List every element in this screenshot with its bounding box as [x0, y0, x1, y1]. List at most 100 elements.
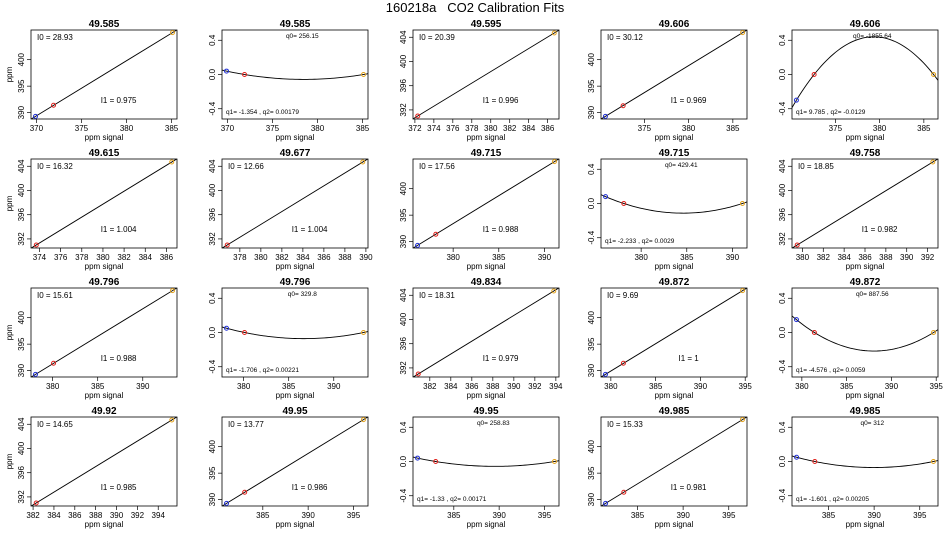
y-tick-label: 400: [208, 439, 217, 453]
y-tick-label: 390: [399, 234, 408, 248]
fit-annotation: I1 = 0.975: [101, 96, 137, 105]
x-tick-label: 384: [47, 511, 61, 520]
fit-annotation: I1 = 1: [678, 354, 699, 363]
data-point: [603, 194, 609, 200]
x-tick-label: 372: [408, 124, 422, 133]
panel-title: 49.606: [850, 19, 881, 30]
fit-annotation: I1 = 0.981: [671, 483, 707, 492]
y-tick-label: 0.0: [778, 68, 787, 80]
chart-panel-10: 49.758 380 382 384 386 388 390 392 392 396 400 404 p…: [778, 148, 939, 271]
y-tick-label: 395: [399, 208, 408, 222]
fit-annotation: q0= 887.56: [856, 291, 889, 298]
data-point: [433, 459, 439, 464]
data-point: [33, 371, 39, 377]
x-axis-label: ppm signal: [655, 391, 694, 400]
x-tick-label: 380: [237, 382, 251, 391]
fit-annotation: q0= 312: [860, 420, 884, 427]
fit-annotation: I0 = 13.77: [228, 420, 264, 429]
x-tick-label: 385: [822, 511, 836, 520]
x-tick-label: 385: [256, 511, 270, 520]
y-tick-label: 0.4: [208, 34, 217, 46]
x-tick-label: 384: [522, 124, 536, 133]
fit-annotation: I0 = 12.66: [228, 162, 264, 171]
fit-annotation: q1= -1.354 , q2= 0.00179: [226, 109, 299, 116]
x-tick-label: 380: [96, 253, 110, 262]
x-tick-label: 380: [795, 382, 809, 391]
fit-line: [31, 288, 177, 377]
panel-title: 49.95: [473, 406, 498, 417]
x-tick-label: 380: [254, 253, 268, 262]
y-tick-label: 396: [399, 336, 408, 350]
y-tick-label: 395: [587, 79, 596, 93]
x-tick-label: 395: [913, 511, 927, 520]
data-point: [33, 500, 39, 506]
panel-title: 49.872: [850, 277, 881, 288]
chart-panel-18: 49.95 385 390 395 -0.4 0.0 0.4 ppm signal q0= 25…: [399, 406, 560, 529]
panel-title: 49.796: [89, 277, 120, 288]
x-tick-label: 380: [604, 382, 618, 391]
fit-annotation: q1= -2.233 , q2= 0.0029: [605, 238, 675, 245]
fit-annotation: I1 = 1.004: [292, 225, 328, 234]
y-tick-label: 392: [399, 103, 408, 117]
y-tick-label: 396: [17, 207, 26, 221]
y-tick-label: -0.4: [778, 488, 787, 502]
x-tick-label: 395: [347, 511, 361, 520]
fit-annotation: I1 = 0.988: [483, 225, 519, 234]
fit-line: [413, 30, 559, 119]
panel-title: 49.595: [471, 19, 502, 30]
x-axis-label: ppm signal: [85, 133, 124, 142]
y-tick-label: 392: [17, 490, 26, 504]
plot-frame: [600, 416, 748, 507]
data-point: [740, 288, 746, 294]
data-point: [551, 159, 557, 165]
chart-panel-6: 49.615 374 376 378 380 382 384 386 392 396 400 404 p…: [5, 148, 178, 271]
y-tick-label: 400: [17, 441, 26, 455]
x-tick-label: 370: [221, 124, 235, 133]
data-point: [794, 454, 800, 460]
fit-line: [31, 417, 177, 506]
y-tick-label: 0.4: [778, 421, 787, 433]
fit-line: [792, 159, 938, 248]
fit-curve: [792, 315, 938, 352]
x-tick-label: 386: [68, 511, 82, 520]
x-axis-label: ppm signal: [276, 133, 315, 142]
y-tick-label: 396: [208, 207, 217, 221]
fit-annotation: q0= 329.8: [288, 291, 317, 298]
data-point: [551, 459, 557, 464]
x-tick-label: 384: [837, 253, 851, 262]
y-tick-label: 395: [587, 466, 596, 480]
fit-annotation: q0= -1855.64: [853, 33, 892, 40]
x-tick-label: 380: [311, 124, 325, 133]
plot-frame: [30, 29, 178, 120]
x-tick-label: 382: [817, 253, 831, 262]
fit-annotation: I1 = 0.986: [292, 483, 328, 492]
x-axis-label: ppm signal: [85, 391, 124, 400]
x-axis-label: ppm signal: [846, 133, 885, 142]
fit-annotation: I0 = 18.85: [798, 162, 834, 171]
data-point: [360, 159, 366, 165]
x-tick-label: 380: [484, 124, 498, 133]
y-tick-label: 390: [587, 363, 596, 377]
x-tick-label: 376: [446, 124, 460, 133]
x-axis-label: ppm signal: [655, 520, 694, 529]
data-point: [415, 371, 421, 377]
panel-title: 49.985: [659, 406, 690, 417]
y-tick-label: 396: [399, 78, 408, 92]
fit-line: [31, 159, 177, 248]
x-tick-label: 390: [885, 382, 899, 391]
y-tick-label: 392: [208, 232, 217, 246]
x-axis-label: ppm signal: [846, 391, 885, 400]
x-tick-label: 375: [829, 124, 843, 133]
x-tick-label: 385: [631, 511, 645, 520]
chart-panel-12: 49.796 380 385 390 -0.4 0.0 0.4 ppm signal q0= 3…: [208, 277, 369, 400]
x-tick-label: 390: [492, 511, 506, 520]
y-tick-label: -0.4: [587, 230, 596, 244]
x-tick-label: 390: [726, 253, 740, 262]
chart-panel-11: 49.796 380 385 390 390 395 400 ppm signal ppm I0 …: [5, 277, 178, 400]
data-point: [242, 72, 248, 77]
x-tick-label: 392: [131, 511, 145, 520]
x-tick-label: 390: [538, 253, 552, 262]
y-tick-label: 0.4: [208, 292, 217, 304]
fit-annotation: q0= 429.41: [665, 162, 698, 169]
panel-title: 49.606: [659, 19, 690, 30]
